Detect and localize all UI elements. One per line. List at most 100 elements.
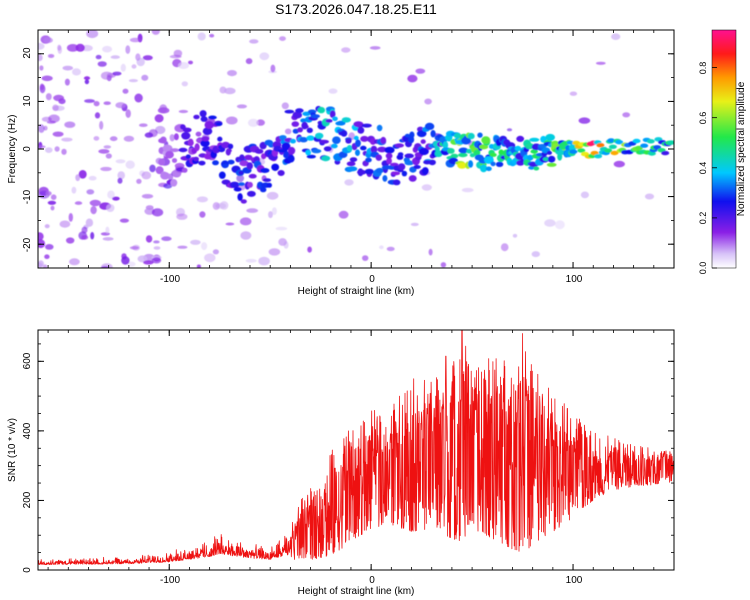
spectrogram-signal-blob xyxy=(546,150,553,155)
spectrogram-noise-blob xyxy=(93,101,100,107)
spectrogram-signal-blob xyxy=(170,179,178,187)
spectrogram-noise-blob xyxy=(440,262,447,268)
spectrogram-noise-blob xyxy=(78,170,87,179)
spectrogram-signal-blob xyxy=(516,135,525,142)
colorbar-gradient xyxy=(711,29,737,269)
spectrogram-noise-blob xyxy=(245,258,257,263)
spectrogram-noise-blob xyxy=(144,132,154,138)
spectrogram-signal-blob xyxy=(514,145,522,152)
spectrogram-noise-blob xyxy=(69,258,80,266)
spectrogram-noise-blob xyxy=(88,175,97,181)
spectrogram-marks xyxy=(38,30,674,268)
spectrogram-noise-blob xyxy=(121,256,130,265)
spectrogram-noise-blob xyxy=(151,30,160,35)
spectrogram-noise-blob xyxy=(128,79,138,83)
spectrogram-signal-blob xyxy=(277,170,285,176)
spectrogram-noise-blob xyxy=(115,159,126,164)
spectrogram-signal-blob xyxy=(193,156,200,162)
spectrogram-noise-blob xyxy=(119,218,129,223)
spectrogram-noise-blob xyxy=(151,257,162,264)
spectrogram-signal-blob xyxy=(193,114,200,120)
spectrogram-signal-blob xyxy=(199,110,207,118)
spectrogram-noise-blob xyxy=(45,191,52,196)
spectrogram-noise-blob xyxy=(176,213,188,220)
spectrogram-noise-blob xyxy=(201,242,208,251)
spectrogram-signal-blob xyxy=(453,132,462,139)
spectrogram-noise-blob xyxy=(247,118,259,127)
spectrogram-signal-blob xyxy=(397,152,404,157)
spectrogram-noise-blob xyxy=(369,46,381,50)
spectrogram-noise-blob xyxy=(44,224,50,229)
spectrogram-noise-blob xyxy=(94,112,101,119)
spectrogram-signal-blob xyxy=(418,147,429,156)
spectrogram-signal-blob xyxy=(467,132,475,140)
spectrogram-noise-blob xyxy=(41,75,53,82)
spectrogram-signal-blob xyxy=(330,143,338,149)
spectrogram-noise-blob xyxy=(117,171,125,180)
spectrogram-noise-blob xyxy=(83,76,91,80)
spectrogram-signal-blob xyxy=(217,136,223,142)
spectrogram-signal-blob xyxy=(632,138,641,144)
spectrogram-noise-blob xyxy=(84,79,90,85)
spectrogram-noise-blob xyxy=(153,246,161,250)
spectrogram-signal-blob xyxy=(321,155,331,162)
spectrogram-noise-blob xyxy=(212,249,219,255)
spectrogram-signal-blob xyxy=(341,117,351,123)
spectrogram-noise-blob xyxy=(45,93,52,101)
spectrogram-signal-blob xyxy=(347,166,358,172)
snr-xtick-label-1: -100 xyxy=(160,575,180,586)
spectrogram-signal-blob xyxy=(292,111,303,119)
spectrogram-signal-blob xyxy=(533,166,540,171)
spectrogram-signal-blob xyxy=(311,149,322,154)
spectrogram-signal-blob xyxy=(325,119,333,123)
spectrogram-signal-blob xyxy=(315,132,324,139)
spectrogram-noise-blob xyxy=(281,102,289,110)
spectrogram-signal-blob xyxy=(204,121,214,129)
spectrogram-noise-blob xyxy=(61,148,67,155)
spectrogram-noise-blob xyxy=(428,248,433,256)
spectrogram-noise-blob xyxy=(177,62,190,69)
spectrogram-signal-blob xyxy=(355,149,360,156)
spectrogram-noise-blob xyxy=(48,114,60,123)
spectrogram-noise-blob xyxy=(74,201,83,205)
spectrogram-signal-blob xyxy=(442,141,449,150)
spectrogram-signal-blob xyxy=(248,173,257,179)
spectrogram-signal-blob xyxy=(361,123,372,128)
spectrogram-signal-blob xyxy=(227,159,235,165)
spectrogram-signal-blob xyxy=(201,136,210,142)
spectrogram-noise-blob xyxy=(224,87,236,95)
spectrogram-noise-blob xyxy=(169,54,182,59)
spectrogram-noise-blob xyxy=(71,186,77,194)
spectrogram-noise-blob xyxy=(86,189,95,195)
spectrogram-noise-blob xyxy=(151,208,164,217)
spectrogram-noise-blob xyxy=(45,147,53,154)
spectrogram-signal-blob xyxy=(200,139,210,147)
spectrogram-noise-blob xyxy=(275,226,288,231)
spectrogram-signal-blob xyxy=(319,139,329,144)
spectrogram-signal-blob xyxy=(529,137,540,142)
spectrogram-noise-blob xyxy=(196,264,201,268)
spectrogram-noise-blob xyxy=(153,240,160,244)
spectrogram-noise-blob xyxy=(284,128,292,135)
spectrogram-noise-blob xyxy=(103,145,112,149)
spectrogram-signal-blob xyxy=(401,170,408,177)
spectrogram-signal-blob xyxy=(317,106,326,114)
spectrogram-noise-blob xyxy=(196,196,208,203)
spectrogram-noise-blob xyxy=(136,178,142,184)
spectrogram-signal-blob xyxy=(155,166,164,175)
spectrogram-noise-blob xyxy=(270,64,276,73)
spectrogram-signal-blob xyxy=(202,127,213,135)
spectrogram-signal-blob xyxy=(239,160,249,167)
spectrogram-signal-blob xyxy=(299,137,308,143)
spectrogram-noise-blob xyxy=(622,112,631,118)
spectrogram-signal-blob xyxy=(233,187,242,192)
spectrogram-noise-blob xyxy=(249,39,259,44)
spectrogram-noise-blob xyxy=(595,61,606,65)
spectrogram-noise-blob xyxy=(66,237,75,244)
spectrogram-signal-blob xyxy=(271,163,280,171)
spectrogram-signal-blob xyxy=(332,136,341,144)
spectrogram-signal-blob xyxy=(226,148,232,153)
spectrogram-signal-blob xyxy=(416,130,427,138)
spectrogram-signal-blob xyxy=(404,153,415,159)
spectrogram-noise-blob xyxy=(64,78,70,86)
